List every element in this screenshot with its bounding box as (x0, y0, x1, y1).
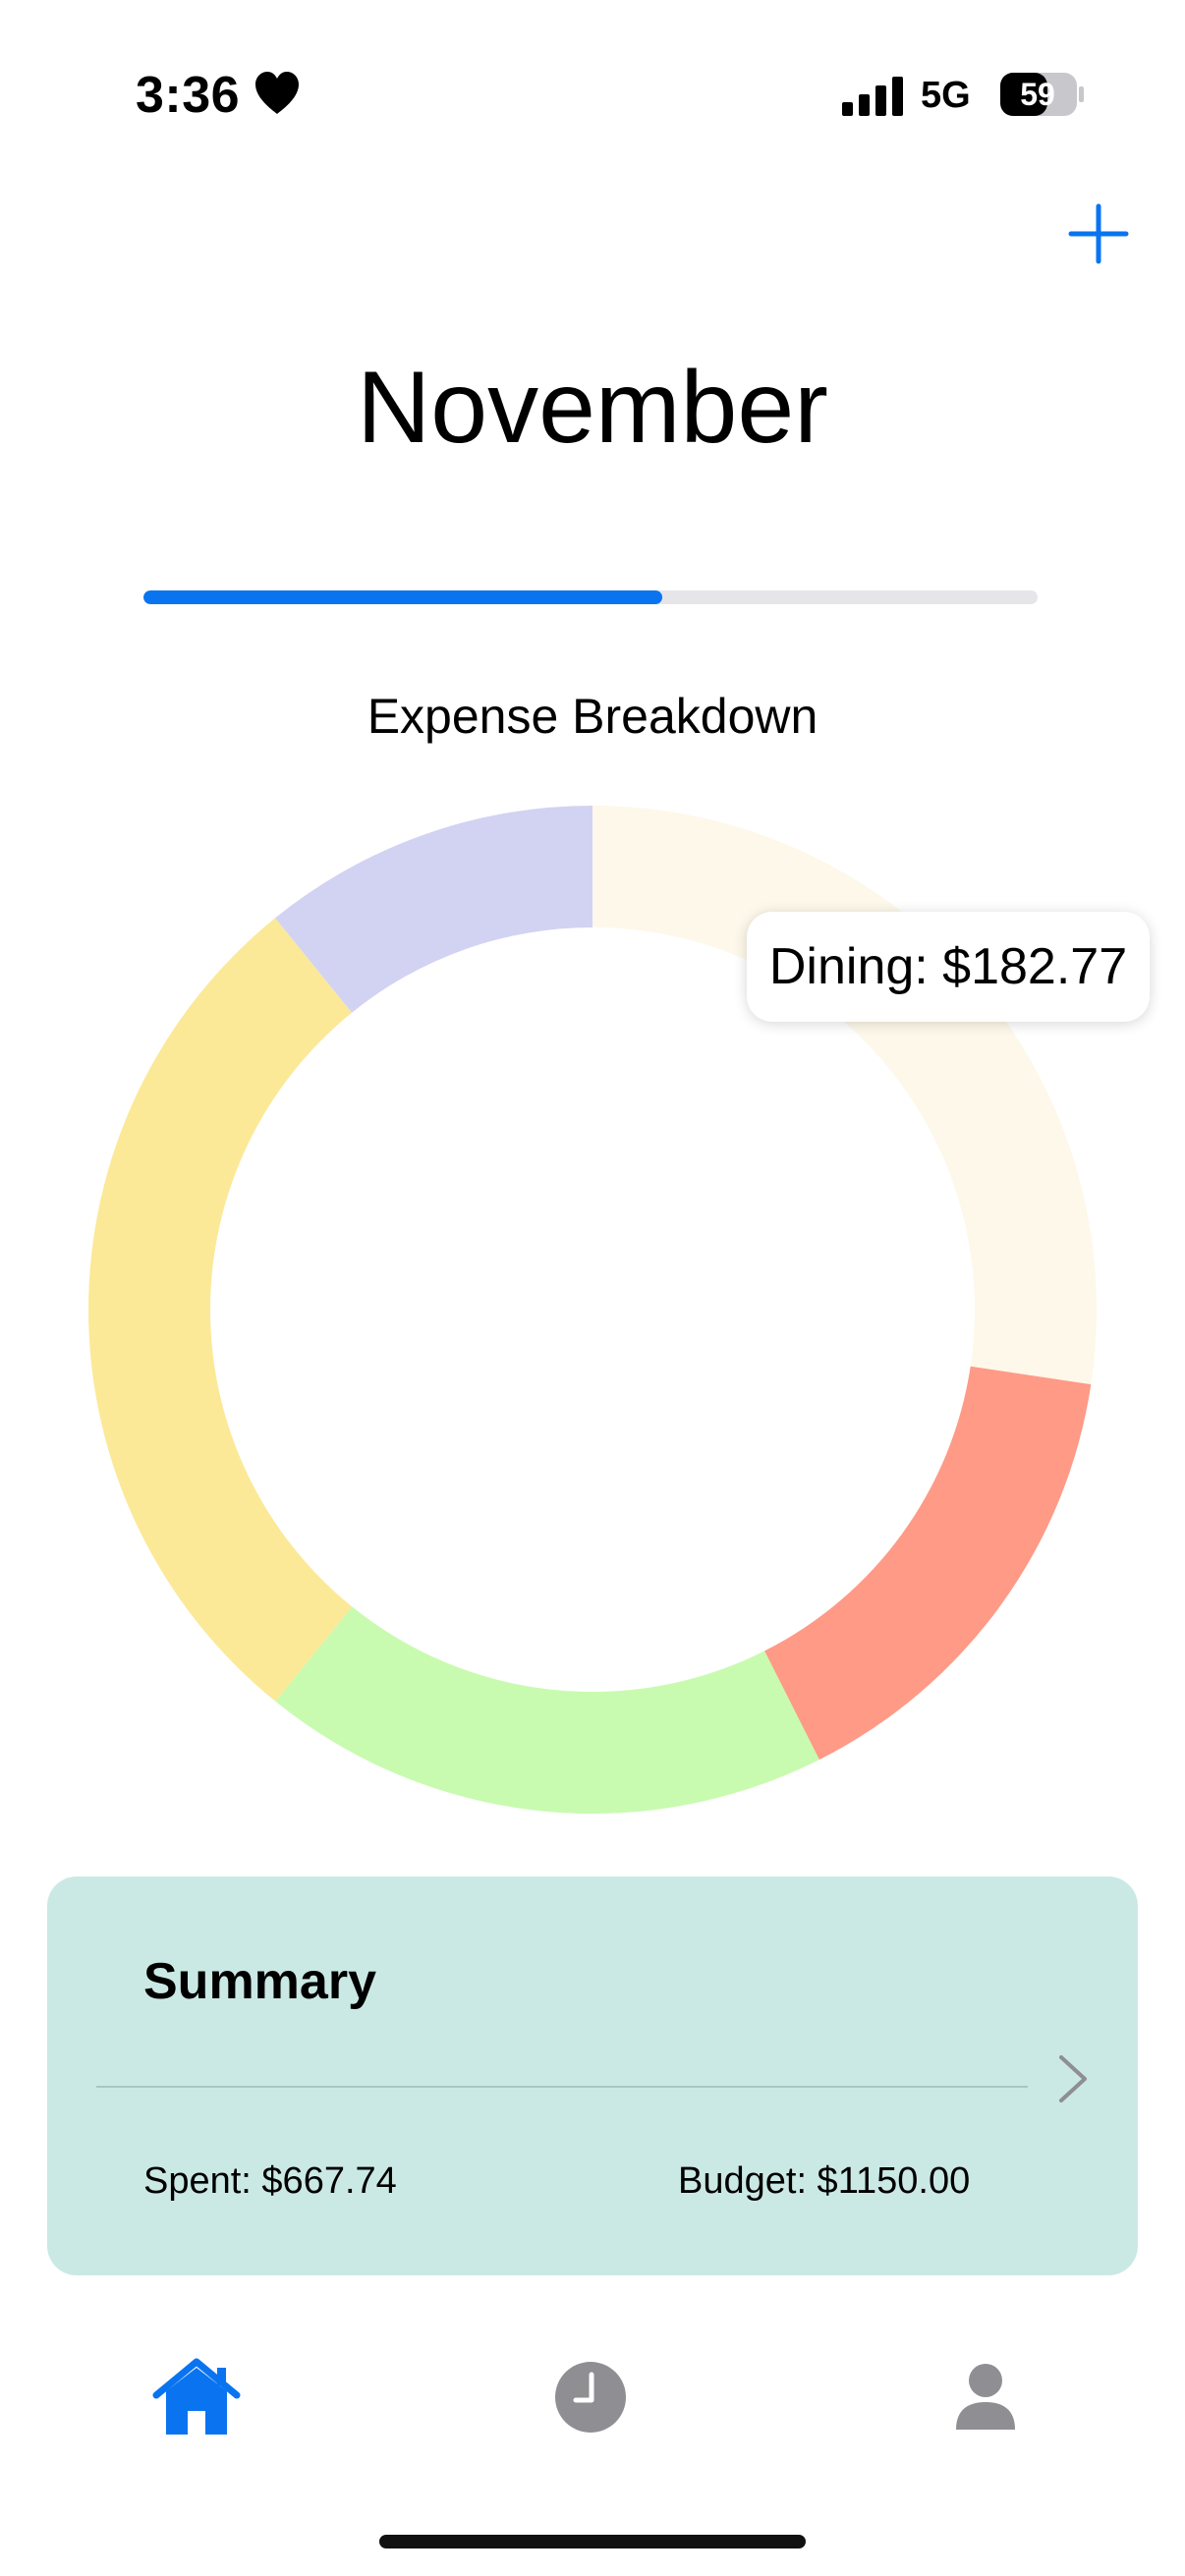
donut-slice-3[interactable] (88, 918, 353, 1702)
spent-amount: Spent: $667.74 (143, 2160, 397, 2202)
month-title: November (357, 351, 828, 465)
clock-icon (555, 2362, 626, 2433)
tab-profile[interactable] (927, 2338, 1044, 2456)
summary-divider (96, 2086, 1028, 2088)
budget-progress-fill (143, 590, 662, 604)
home-icon (152, 2358, 241, 2435)
battery-level: 59 (1020, 77, 1055, 112)
heart-icon (255, 72, 299, 114)
network-type: 5G (921, 75, 971, 116)
slice-tooltip: Dining: $182.77 (747, 912, 1150, 1022)
plus-icon[interactable] (1059, 195, 1138, 273)
summary-title: Summary (143, 1953, 376, 2010)
chevron-right-icon[interactable] (1053, 2051, 1093, 2106)
donut-slice-2[interactable] (275, 1606, 819, 1814)
budget-progress-bar (143, 590, 1038, 604)
donut-slice-1[interactable] (764, 1366, 1092, 1761)
summary-card[interactable] (47, 1876, 1138, 2275)
chart-title: Expense Breakdown (367, 689, 818, 744)
budget-amount: Budget: $1150.00 (678, 2160, 971, 2202)
person-icon (956, 2364, 1015, 2430)
tab-home[interactable] (138, 2338, 255, 2456)
home-indicator (379, 2535, 806, 2548)
cellular-signal-icon (842, 77, 903, 116)
battery-icon: 59 (1000, 73, 1084, 116)
expense-donut-chart[interactable] (88, 806, 1097, 1814)
tab-history[interactable] (532, 2338, 649, 2456)
donut-slice-0[interactable] (592, 806, 1097, 1385)
status-time: 3:36 (136, 67, 241, 124)
donut-slice-4[interactable] (275, 806, 592, 1013)
